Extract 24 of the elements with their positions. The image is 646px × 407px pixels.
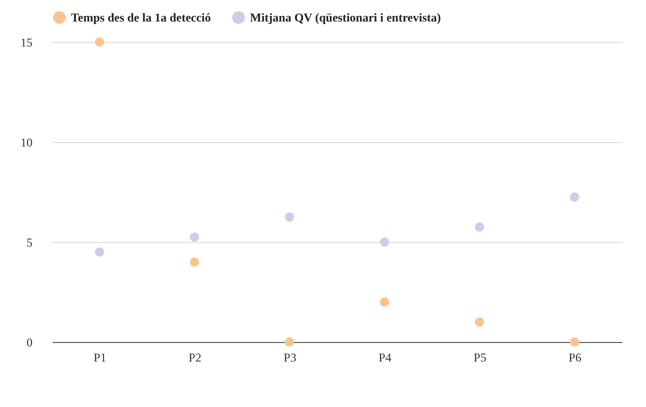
y-tick-label: 10: [20, 136, 32, 150]
point: [474, 222, 484, 232]
legend-label: Mitjana QV (qüestionari i entrevista): [250, 10, 441, 25]
point: [284, 212, 294, 222]
x-tick-label: P3: [284, 350, 296, 364]
x-tick-label: P4: [378, 350, 392, 364]
point: [380, 237, 390, 247]
x-tick-label: P5: [474, 350, 486, 364]
x-tick-label: P6: [568, 350, 582, 364]
point: [190, 232, 200, 242]
x-tick-label: P2: [188, 350, 202, 364]
x-tick-label: P1: [94, 350, 106, 364]
point: [190, 257, 200, 267]
point: [570, 192, 580, 202]
y-tick-label: 5: [26, 236, 32, 250]
legend-label: Temps des de la 1a detecció: [71, 10, 211, 25]
point: [474, 317, 484, 327]
y-tick-label: 15: [20, 36, 32, 50]
point: [380, 297, 390, 307]
point: [570, 337, 580, 347]
y-tick-label: 0: [26, 336, 32, 350]
point: [284, 337, 294, 347]
point: [94, 247, 104, 257]
point: [94, 37, 104, 47]
